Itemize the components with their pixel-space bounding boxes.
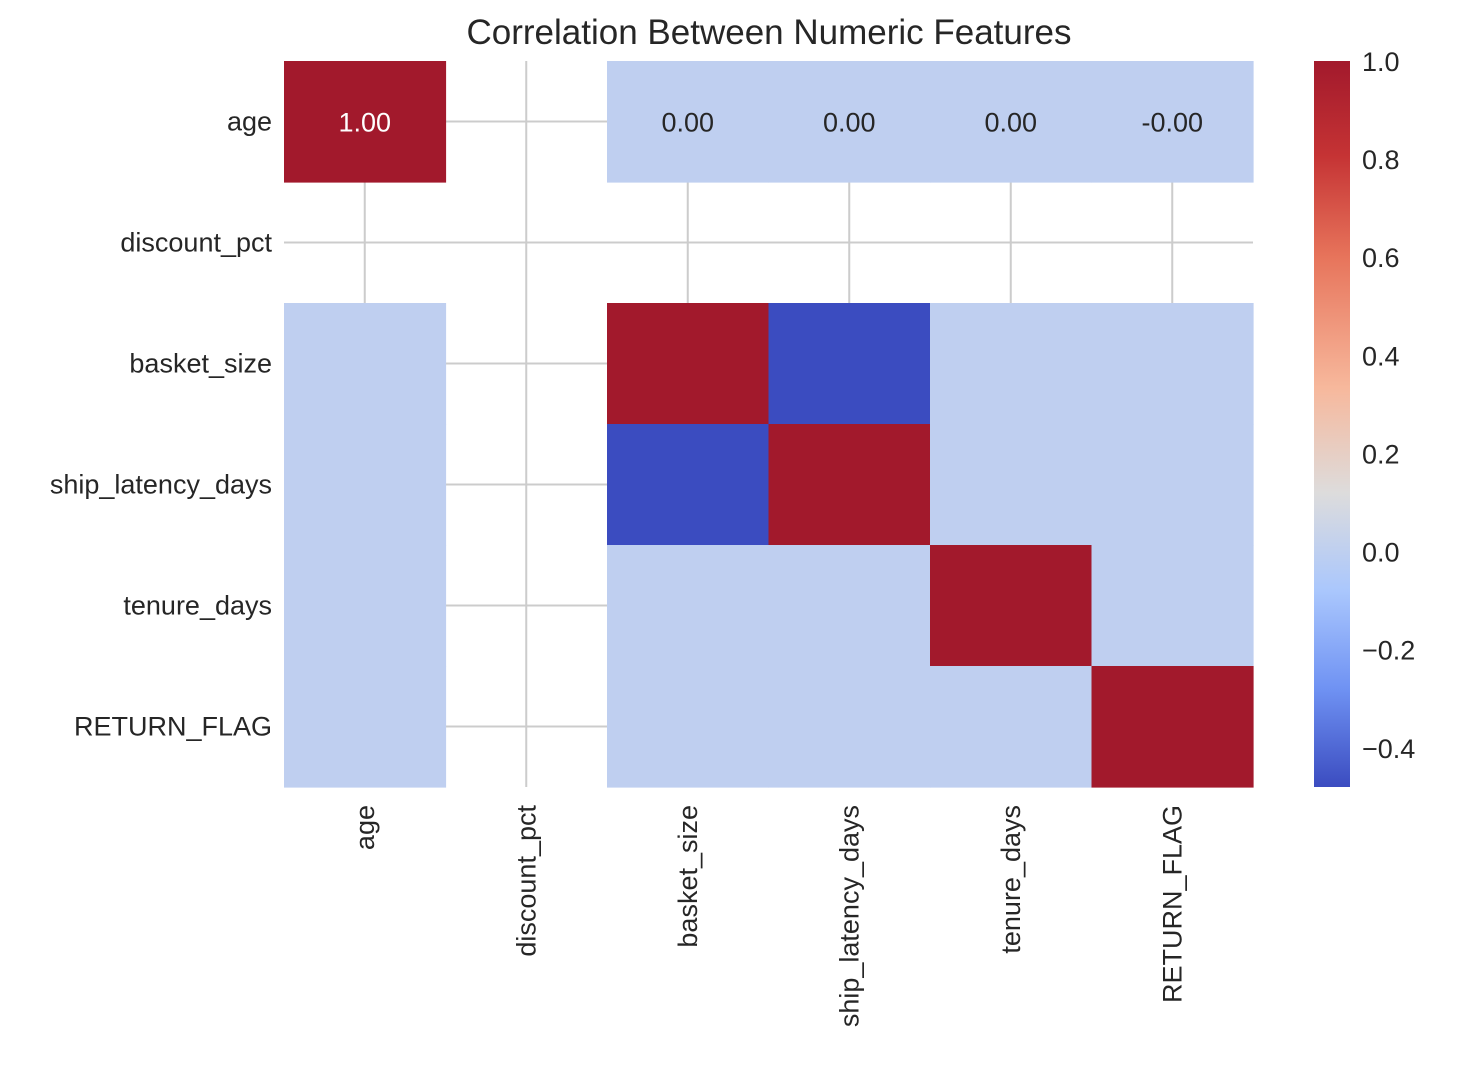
heatmap-cell (607, 61, 770, 183)
x-tick-label: discount_pct (511, 805, 541, 957)
heatmap-cell (930, 303, 1093, 425)
heatmap-cell (768, 303, 931, 425)
heatmap-cell (1091, 666, 1254, 788)
cell-annotation: 0.00 (823, 108, 876, 138)
heatmap-cell (284, 303, 447, 425)
colorbar-tick-label: 0.6 (1362, 243, 1400, 273)
cell-annotation: 1.00 (338, 108, 391, 138)
colorbar-tick-label: 0.8 (1362, 145, 1400, 175)
heatmap-cell (930, 666, 1093, 788)
colorbar-tick-label: 1.0 (1362, 47, 1400, 77)
heatmap-cell (1091, 424, 1254, 546)
heatmap-cell (1091, 545, 1254, 667)
colorbar-tick-label: −0.4 (1362, 734, 1415, 764)
y-tick-label: basket_size (129, 349, 272, 379)
y-tick-label: age (227, 107, 272, 137)
heatmap-cell (768, 666, 931, 788)
cell-annotations: 1.00 0.00 0.00 0.00 -0.00 (338, 108, 1203, 138)
y-axis-ticks: age discount_pct basket_size ship_latency_d… (50, 107, 273, 742)
x-tick-label: basket_size (673, 805, 703, 948)
colorbar-tick-label: 0.2 (1362, 439, 1400, 469)
x-tick-label: tenure_days (996, 805, 1026, 954)
heatmap-cell (284, 424, 447, 546)
heatmap-cell (607, 303, 770, 425)
colorbar-tick-label: 0.0 (1362, 538, 1400, 568)
y-tick-label: tenure_days (123, 591, 272, 621)
x-tick-label: RETURN_FLAG (1157, 805, 1187, 1003)
heatmap-cell (284, 545, 447, 667)
heatmap-cell (768, 424, 931, 546)
cell-annotation: -0.00 (1141, 108, 1203, 138)
heatmap-cell (768, 61, 931, 183)
heatmap-cell (607, 545, 770, 667)
heatmap-cell (1091, 61, 1254, 183)
y-tick-label: RETURN_FLAG (74, 712, 272, 742)
colorbar: 1.0 0.8 0.6 0.4 0.2 0.0 −0.2 −0.4 (1314, 47, 1415, 787)
heatmap-cells (284, 61, 1254, 788)
x-tick-label: age (350, 805, 380, 850)
heatmap-cell (1091, 303, 1254, 425)
heatmap-cell (607, 666, 770, 788)
colorbar-tick-label: −0.2 (1362, 636, 1415, 666)
chart-title: Correlation Between Numeric Features (467, 13, 1072, 52)
heatmap-cell (930, 424, 1093, 546)
y-tick-label: discount_pct (120, 228, 272, 258)
x-tick-label: ship_latency_days (834, 805, 864, 1027)
cell-annotation: 0.00 (984, 108, 1037, 138)
heatmap-cell (930, 61, 1093, 183)
heatmap-cell (284, 61, 447, 183)
heatmap-cell (284, 666, 447, 788)
y-tick-label: ship_latency_days (50, 470, 272, 500)
colorbar-gradient (1314, 61, 1350, 787)
x-axis-ticks: age discount_pct basket_size ship_latency_d… (350, 805, 1188, 1028)
heatmap-cell (607, 424, 770, 546)
colorbar-tick-label: 0.4 (1362, 341, 1400, 371)
heatmap-cell (768, 545, 931, 667)
cell-annotation: 0.00 (661, 108, 714, 138)
heatmap-cell (930, 545, 1093, 667)
